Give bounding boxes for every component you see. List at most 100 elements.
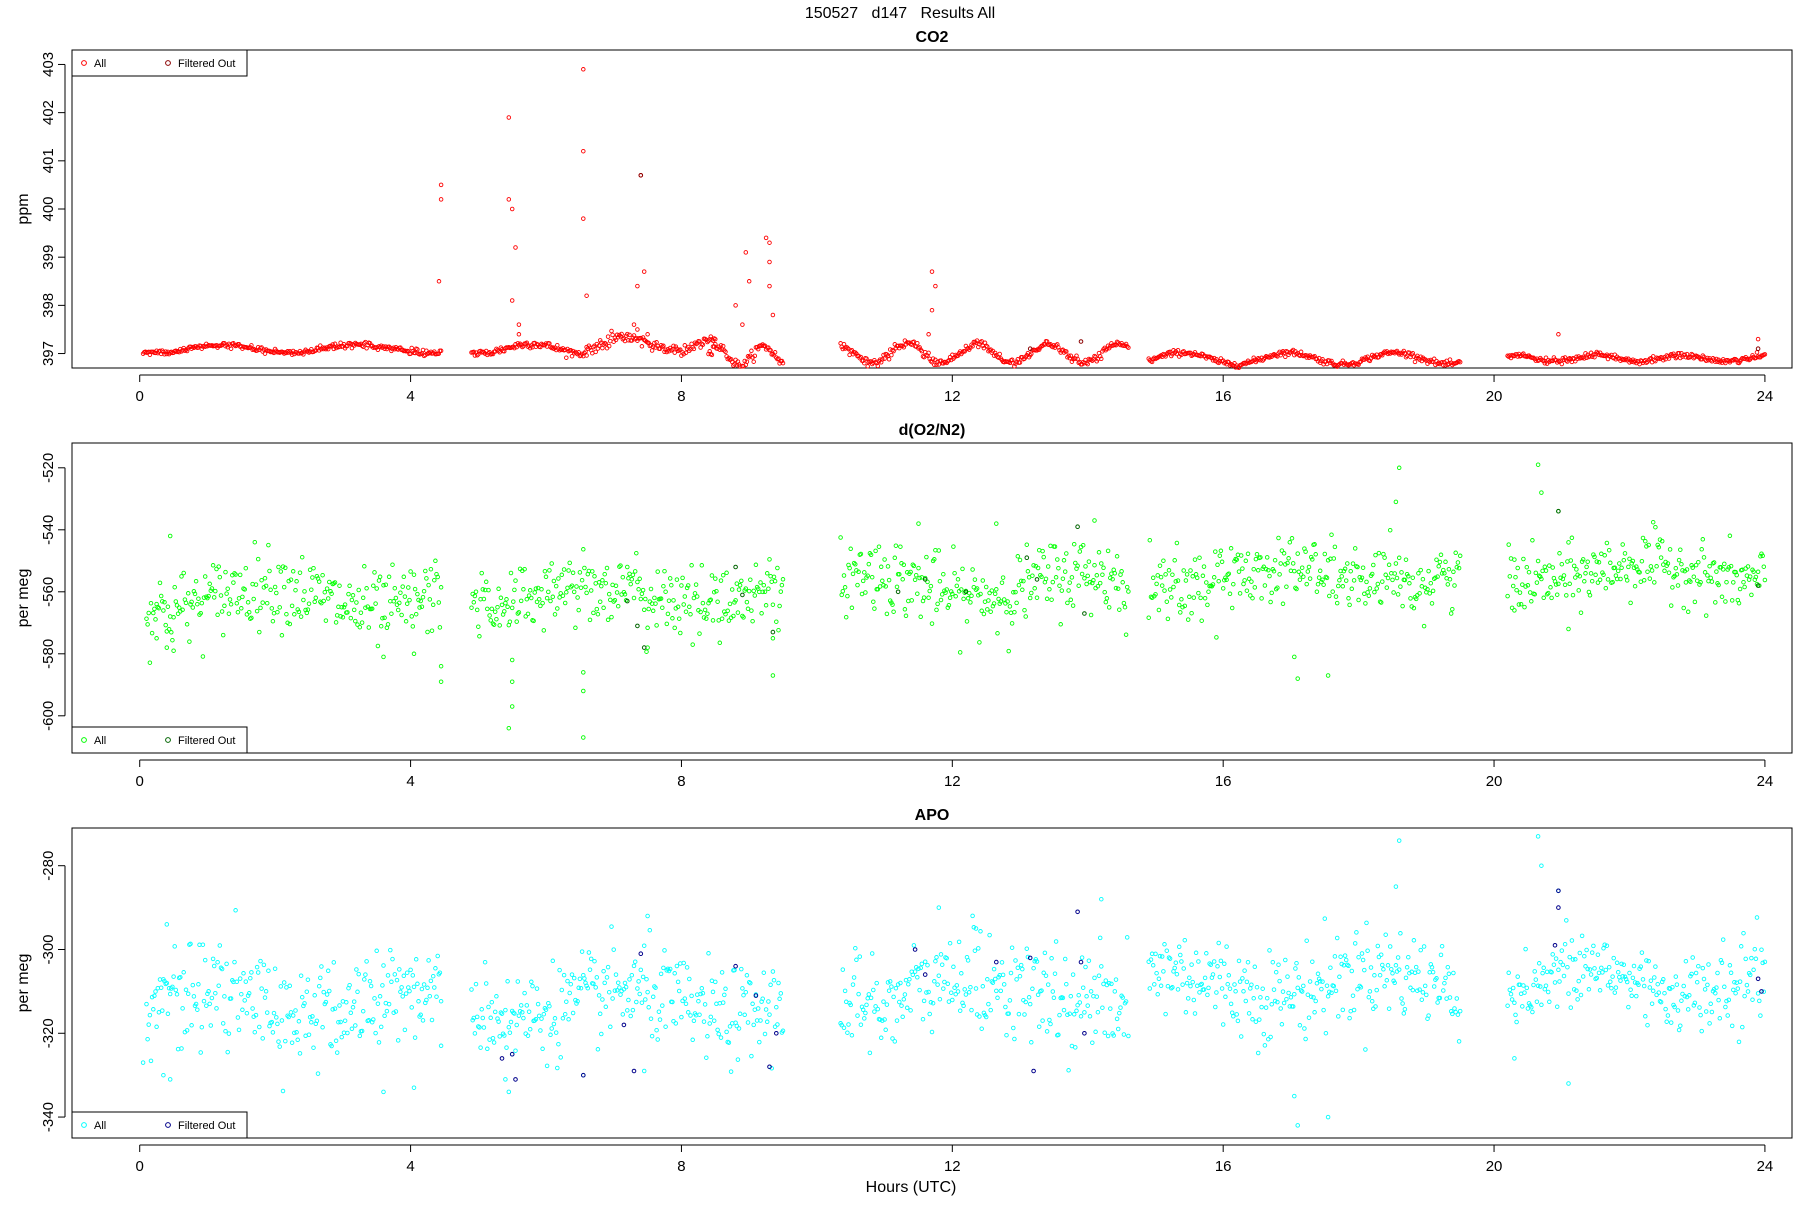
data-point [571,589,577,595]
data-point [1589,578,1595,584]
data-point [306,1032,312,1037]
data-point [217,574,223,580]
data-point [868,552,874,558]
data-point [478,1045,483,1050]
data-point [498,1010,504,1015]
data-point [191,994,197,999]
data-point [853,945,858,951]
data-point [917,345,922,350]
data-point [978,929,983,934]
data-point [1645,1022,1650,1028]
data-point [1242,360,1247,366]
data-point [1415,988,1420,993]
data-point [1042,950,1048,956]
data-point [1321,1007,1326,1013]
data-point [957,1008,963,1013]
data-point [503,600,508,606]
data-point [360,595,366,601]
legend-box [71,49,248,77]
data-point [301,597,306,603]
data-point [866,561,872,567]
data-point [1650,519,1656,525]
data-point [929,269,935,274]
data-point [1535,558,1541,564]
data-point [1329,358,1334,364]
data-point [1697,582,1702,587]
data-point [711,1018,717,1023]
data-point [552,1016,558,1021]
data-point [1313,552,1318,557]
data-point [570,348,576,354]
data-point [1227,986,1233,991]
data-point [582,976,587,981]
data-point [1295,551,1300,556]
data-point [538,603,543,609]
data-point [525,1033,531,1038]
data-point [255,970,261,975]
data-point [1162,942,1167,947]
data-point [1627,970,1632,976]
data-point [768,982,773,988]
data-point [1727,963,1733,968]
data-point [348,615,354,621]
data-point [1641,983,1647,989]
data-point [438,585,444,590]
data-point [1045,564,1051,569]
data-point [1166,568,1172,573]
data-point [1688,579,1693,584]
data-point [581,735,586,740]
data-point [609,614,614,620]
data-point [841,341,847,347]
data-point [278,569,284,574]
data-point [355,622,360,627]
data-point [154,636,159,641]
data-point [218,593,224,598]
data-point [840,588,846,594]
data-point [762,589,768,594]
data-point [1665,1013,1671,1018]
data-point [884,611,890,617]
data-point [891,348,896,354]
data-point [1571,987,1577,992]
data-point [1252,964,1258,970]
data-point [363,605,368,610]
data-point [1006,648,1011,654]
data-point [1622,974,1628,980]
data-point [1233,989,1238,994]
data-point [680,575,685,581]
data-point [1457,553,1463,559]
data-point [690,642,695,647]
data-point [1418,947,1423,953]
data-point [260,1036,265,1041]
data-point [1057,583,1062,588]
data-point [715,599,720,604]
data-point [1506,542,1511,547]
data-point [490,351,496,357]
data-point [356,971,361,977]
data-point [640,335,646,340]
data-point [556,1041,561,1047]
data-point [198,1050,203,1055]
data-point [609,328,614,334]
data-point [310,575,315,580]
data-point [415,591,420,597]
data-point [1245,959,1251,965]
data-point [676,988,682,994]
data-point [1340,1007,1346,1013]
data-point [1310,557,1315,562]
data-point [753,562,759,568]
data-point [1676,557,1682,563]
data-point [637,991,642,997]
data-point [1445,362,1451,368]
data-point [1445,582,1451,587]
data-point [1541,595,1546,601]
data-point [1382,349,1387,354]
filtered-point [1024,555,1030,561]
data-point [1214,635,1219,640]
data-point [1567,581,1572,587]
data-point [357,1033,363,1039]
data-point [382,1013,387,1019]
data-point [1096,973,1102,978]
data-point [744,359,750,364]
